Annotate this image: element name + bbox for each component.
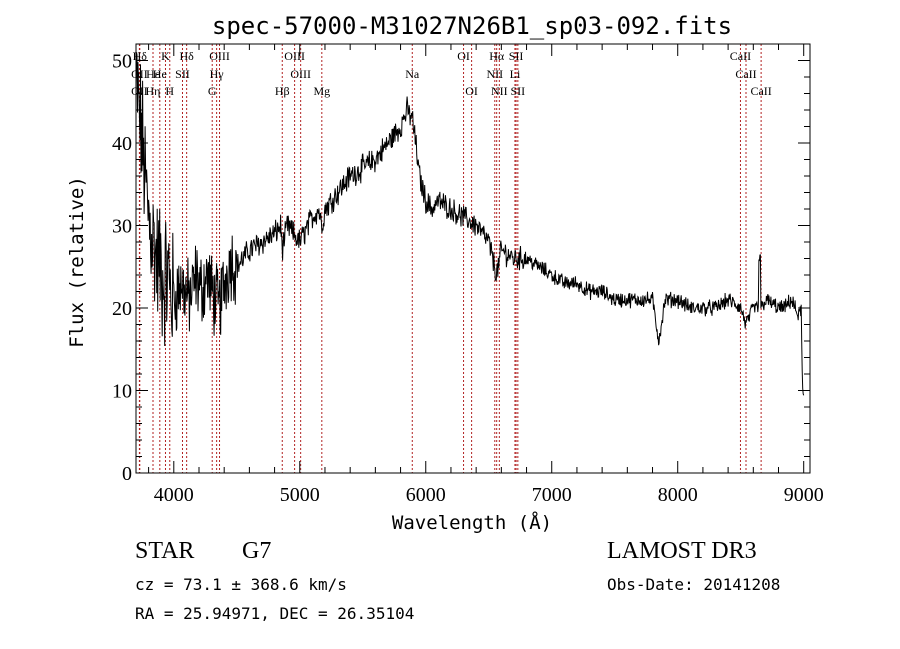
x-tick-label: 4000 bbox=[154, 484, 194, 506]
x-tick-label: 6000 bbox=[406, 484, 446, 506]
spectral-line-markers bbox=[138, 44, 762, 473]
x-tick-label: 8000 bbox=[658, 484, 698, 506]
line-label: CaII bbox=[750, 84, 771, 98]
chart-title: spec-57000-M31027N26B1_sp03-092.fits bbox=[212, 12, 732, 40]
y-tick-label: 20 bbox=[112, 298, 132, 320]
coordinates: RA = 25.94971, DEC = 26.35104 bbox=[135, 604, 415, 623]
line-label: OII bbox=[131, 67, 148, 81]
object-subclass: G7 bbox=[242, 538, 272, 564]
spectrum-trace bbox=[135, 52, 805, 396]
y-tick-label: 50 bbox=[112, 51, 132, 73]
line-label: OII bbox=[131, 84, 148, 98]
line-label: Hδ bbox=[179, 49, 194, 63]
line-label: G bbox=[208, 84, 217, 98]
line-label: Hγ bbox=[210, 67, 225, 81]
line-label: Li bbox=[510, 67, 521, 81]
line-label: NII bbox=[491, 84, 508, 98]
line-label: OIII bbox=[290, 67, 311, 81]
line-label: Mg bbox=[313, 84, 330, 98]
obs-date: Obs-Date: 20141208 bbox=[607, 575, 781, 594]
redshift-readout: cz = 73.1 ± 368.6 km/s bbox=[135, 575, 347, 594]
y-tick-label: 30 bbox=[112, 216, 132, 238]
line-label: SII bbox=[511, 84, 526, 98]
line-label: SII bbox=[509, 49, 524, 63]
y-tick-label: 40 bbox=[112, 133, 132, 155]
line-label: OIII bbox=[209, 49, 230, 63]
y-tick-label: 0 bbox=[122, 463, 132, 485]
y-axis-label: Flux (relative) bbox=[66, 176, 88, 348]
line-label: Na bbox=[405, 67, 420, 81]
plot-frame bbox=[135, 43, 811, 474]
spectrum-layer bbox=[135, 52, 805, 396]
line-label: NII bbox=[486, 67, 503, 81]
x-tick-label: 7000 bbox=[532, 484, 572, 506]
line-label: Hα bbox=[489, 49, 505, 63]
line-label: He bbox=[153, 67, 167, 81]
line-label: OIII bbox=[284, 49, 305, 63]
x-tick-label: 5000 bbox=[280, 484, 320, 506]
line-label: Hβ bbox=[275, 84, 290, 98]
line-label: K bbox=[161, 49, 170, 63]
line-label: OI bbox=[465, 84, 478, 98]
line-label: CaII bbox=[735, 67, 756, 81]
line-label: CaII bbox=[730, 49, 751, 63]
survey-name: LAMOST DR3 bbox=[607, 538, 757, 564]
y-axis-ticks: 0 10 20 30 40 50 bbox=[112, 43, 810, 485]
x-axis-label: Wavelength (Å) bbox=[392, 511, 552, 534]
object-class: STAR bbox=[135, 538, 195, 564]
y-tick-label: 10 bbox=[112, 381, 132, 403]
line-label: Hη bbox=[146, 84, 161, 98]
line-label: OI bbox=[457, 49, 470, 63]
x-tick-label: 9000 bbox=[784, 484, 824, 506]
line-label: Hε bbox=[146, 67, 160, 81]
line-label: H bbox=[165, 84, 174, 98]
line-label: SII bbox=[175, 67, 190, 81]
x-axis-ticks: 4000 5000 6000 7000 8000 9000 bbox=[148, 44, 824, 506]
